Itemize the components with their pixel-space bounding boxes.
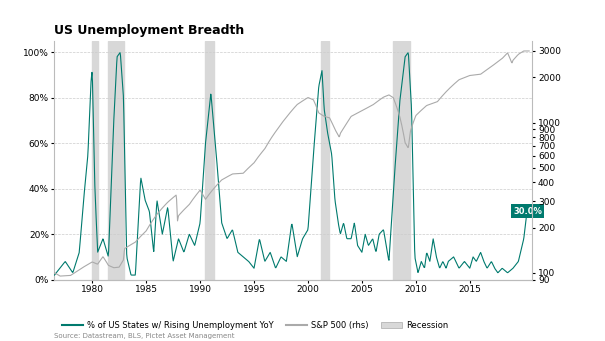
Text: Source: Datastream, BLS, Pictet Asset Management: Source: Datastream, BLS, Pictet Asset Ma… <box>54 332 235 339</box>
Text: 30.0%: 30.0% <box>513 207 542 216</box>
Bar <box>108 41 123 280</box>
Bar <box>92 41 97 280</box>
Bar <box>206 41 214 280</box>
Text: US Unemployment Breadth: US Unemployment Breadth <box>54 24 244 37</box>
Bar <box>393 41 410 280</box>
Legend: % of US States w/ Rising Unemployment YoY, S&P 500 (rhs), Recession: % of US States w/ Rising Unemployment Yo… <box>59 317 452 333</box>
Bar <box>321 41 329 280</box>
